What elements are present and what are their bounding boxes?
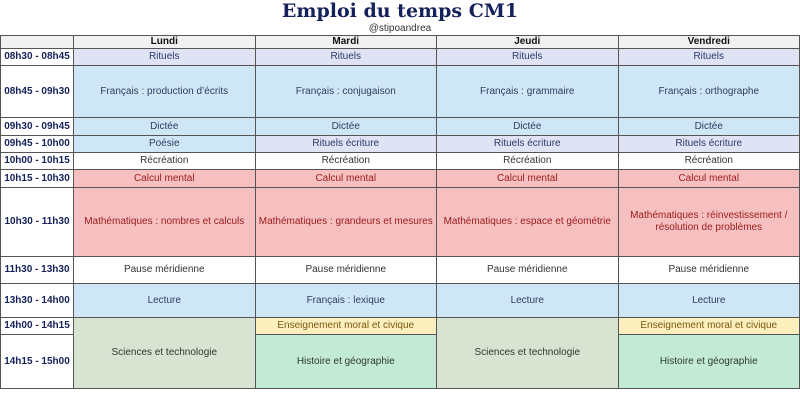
lesson-cell: Français : conjugaison xyxy=(254,65,437,118)
lesson-cell: Pause méridienne xyxy=(73,256,256,284)
lesson-cell: Lecture xyxy=(73,283,256,318)
table-row: 14h15 - 15h00 Histoire et géographie Histo… xyxy=(0,334,800,389)
lesson-cell: Rituels xyxy=(254,48,437,66)
day-header: Vendredi xyxy=(617,35,800,49)
author-handle: @stipoandrea xyxy=(368,23,432,34)
lesson-cell: Histoire et géographie xyxy=(254,334,437,389)
lesson-cell: Histoire et géographie xyxy=(617,334,800,389)
lesson-cell: Enseignement moral et civique xyxy=(254,317,437,335)
time-slot: 11h30 - 13h30 xyxy=(0,256,74,284)
lesson-cell: Mathématiques : espace et géométrie xyxy=(436,187,619,257)
lesson-cell: Français : lexique xyxy=(254,283,437,318)
lesson-cell: Lecture xyxy=(617,283,800,318)
day-header: Lundi xyxy=(73,35,256,49)
table-row: 10h30 - 11h30 Mathématiques : nombres et … xyxy=(0,187,800,257)
lesson-cell: Rituels xyxy=(73,48,256,66)
lesson-cell: Rituels xyxy=(617,48,800,66)
lesson-cell: Rituels écriture xyxy=(617,135,800,153)
table-row: 08h30 - 08h45 Rituels Rituels Rituels Rituel… xyxy=(0,48,800,66)
lesson-cell: Dictée xyxy=(436,117,619,136)
lesson-cell: Français : orthographe xyxy=(617,65,800,118)
lesson-cell: Mathématiques : réinvestissement / résol… xyxy=(617,187,800,257)
time-slot: 10h15 - 10h30 xyxy=(0,169,74,188)
lesson-cell: Mathématiques : nombres et calculs xyxy=(73,187,256,257)
time-slot: 10h30 - 11h30 xyxy=(0,187,74,257)
table-row: 14h00 - 14h15 Sciences et technologie Ense… xyxy=(0,317,800,389)
lesson-cell: Calcul mental xyxy=(617,169,800,188)
lesson-cell: Dictée xyxy=(617,117,800,136)
day-header: Jeudi xyxy=(436,35,619,49)
lesson-cell: Dictée xyxy=(254,117,437,136)
time-slot: 09h30 - 09h45 xyxy=(0,117,74,136)
lesson-cell: Mathématiques : grandeurs et mesures xyxy=(254,187,437,257)
lesson-cell: Français : grammaire xyxy=(436,65,619,118)
time-slot: 08h30 - 08h45 xyxy=(0,48,74,66)
lesson-cell: Poésie xyxy=(73,135,256,153)
lesson-cell: Pause méridienne xyxy=(617,256,800,284)
lesson-cell: Rituels xyxy=(436,48,619,66)
time-slot: 14h00 - 14h15 xyxy=(0,317,74,335)
timetable: Lundi Mardi Jeudi Vendredi 08h30 - 08h45… xyxy=(0,35,800,389)
table-row: 09h45 - 10h00 Poésie Rituels écriture Ritue… xyxy=(0,135,800,153)
lesson-cell: Sciences et technologie xyxy=(436,317,619,389)
time-slot: 13h30 - 14h00 xyxy=(0,283,74,318)
time-slot: 14h15 - 15h00 xyxy=(0,334,74,389)
table-row: 10h00 - 10h15 Récréation Récréation Récréat… xyxy=(0,152,800,170)
time-slot: 08h45 - 09h30 xyxy=(0,65,74,118)
corner-cell xyxy=(0,35,74,49)
day-header: Mardi xyxy=(254,35,437,49)
page-title: Emploi du temps CM1 xyxy=(281,0,519,22)
lesson-cell: Récréation xyxy=(436,152,619,170)
table-row: 13h30 - 14h00 Lecture Français : lexique Le… xyxy=(0,283,800,318)
lesson-cell: Calcul mental xyxy=(73,169,256,188)
lesson-cell: Lecture xyxy=(436,283,619,318)
lesson-cell: Enseignement moral et civique xyxy=(617,317,800,335)
lesson-cell: Calcul mental xyxy=(254,169,437,188)
lesson-cell: Récréation xyxy=(73,152,256,170)
table-row: 09h30 - 09h45 Dictée Dictée Dictée Dictée xyxy=(0,117,800,136)
table-row: 08h45 - 09h30 Français : production d’écr… xyxy=(0,65,800,118)
lesson-cell: Français : production d’écrits xyxy=(73,65,256,118)
lesson-cell: Dictée xyxy=(73,117,256,136)
lesson-cell: Pause méridienne xyxy=(436,256,619,284)
time-slot: 09h45 - 10h00 xyxy=(0,135,74,153)
lesson-cell: Sciences et technologie xyxy=(73,317,256,389)
lesson-cell: Rituels écriture xyxy=(254,135,437,153)
lesson-cell: Pause méridienne xyxy=(254,256,437,284)
lesson-cell: Récréation xyxy=(617,152,800,170)
time-slot: 10h00 - 10h15 xyxy=(0,152,74,170)
lesson-cell: Récréation xyxy=(254,152,437,170)
header-row: Lundi Mardi Jeudi Vendredi xyxy=(0,35,800,49)
table-row: 11h30 - 13h30 Pause méridienne Pause mérid… xyxy=(0,256,800,284)
lesson-cell: Calcul mental xyxy=(436,169,619,188)
table-row: 10h15 - 10h30 Calcul mental Calcul mental C… xyxy=(0,169,800,188)
lesson-cell: Rituels écriture xyxy=(436,135,619,153)
